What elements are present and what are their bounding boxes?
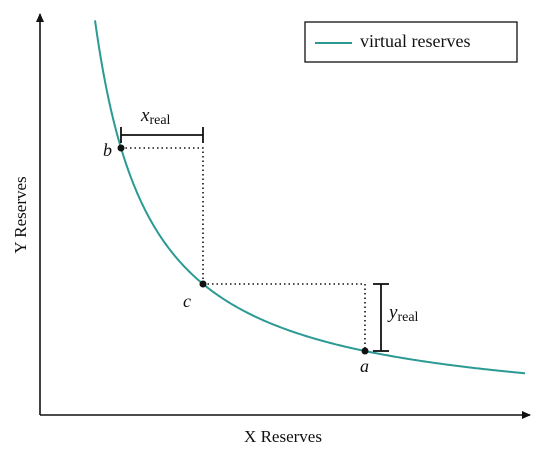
point xyxy=(361,347,369,355)
point-label: a xyxy=(360,356,369,376)
legend: virtual reserves xyxy=(304,21,518,63)
symbol: y xyxy=(387,302,398,323)
x-real-label: xreal xyxy=(140,105,171,128)
subscript: real xyxy=(149,113,170,128)
x-axis-title: X Reserves xyxy=(244,427,322,446)
point xyxy=(199,280,207,288)
point-label: b xyxy=(103,140,112,160)
guide-line xyxy=(203,283,366,351)
y-axis-title: Y Reserves xyxy=(11,176,30,253)
guide-line xyxy=(121,147,204,284)
point-label: c xyxy=(183,291,191,311)
y-real-label: yreal xyxy=(387,302,419,325)
legend-label: virtual reserves xyxy=(360,31,470,51)
symbol: x xyxy=(140,105,150,126)
point xyxy=(117,144,125,152)
curve xyxy=(94,20,526,375)
subscript: real xyxy=(397,310,418,325)
